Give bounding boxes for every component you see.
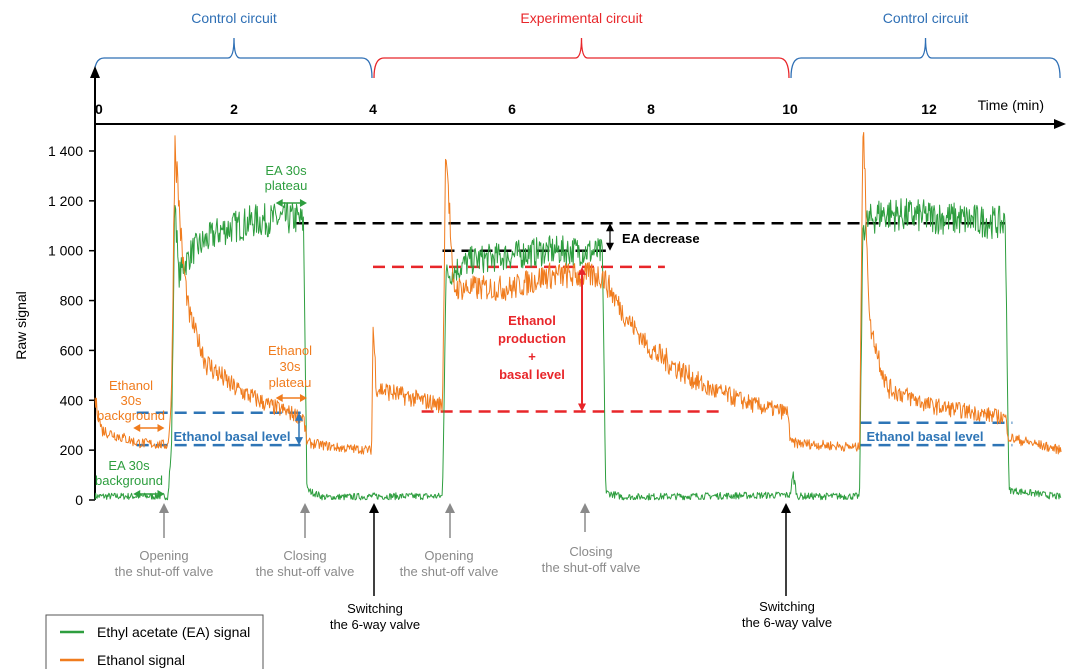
- opening-1-label-line-2: the shut-off valve: [115, 564, 214, 579]
- ethanol-plateau-arrow-head-right: [299, 394, 307, 402]
- circuit-label-1: Control circuit: [191, 10, 277, 26]
- y-tick-label: 1 000: [48, 243, 83, 259]
- opening-2-label-line-2: the shut-off valve: [400, 564, 499, 579]
- x-tick-label: 10: [782, 101, 798, 117]
- circuit-label-2: Experimental circuit: [520, 10, 642, 26]
- ea-plateau-label-line-2: plateau: [265, 178, 308, 193]
- closing-2-pointer-head: [580, 503, 590, 513]
- reference-lines: [136, 222, 1013, 447]
- ethanol-background-label-line-1: Ethanol: [109, 378, 153, 393]
- legend-label-2: Ethanol signal: [97, 652, 185, 668]
- ethanol-plateau-arrow-head-left: [275, 394, 283, 402]
- x-tick-label: 0: [95, 101, 103, 117]
- y-tick-label: 600: [60, 342, 84, 358]
- ethanol-background-label-line-3: background: [97, 408, 165, 423]
- ethanol-plateau-label-line-2: 30s: [280, 359, 301, 374]
- closing-1-pointer-head: [300, 503, 310, 513]
- y-axis-title: Raw signal: [13, 291, 29, 359]
- circuit-bracket-1: [93, 37, 373, 79]
- ethanol-plateau-label-line-1: Ethanol: [268, 343, 312, 358]
- x-axis-title: Time (min): [978, 97, 1044, 113]
- y-tick-label: 1 200: [48, 193, 83, 209]
- x-tick-label: 6: [508, 101, 516, 117]
- circuit-label-3: Control circuit: [883, 10, 969, 26]
- opening-2-pointer-head: [445, 503, 455, 513]
- y-tick-label: 800: [60, 293, 84, 309]
- ea-background-label-line-1: EA 30s: [108, 458, 150, 473]
- closing-2-label-line-2: the shut-off valve: [542, 560, 641, 575]
- circuit-brackets: Control circuit Experimental circuit Contr…: [93, 10, 1061, 79]
- ethanol-production-label-line-3: +: [528, 349, 536, 364]
- ea-decrease-label: EA decrease: [622, 231, 700, 246]
- switching-1-label-line-1: Switching: [347, 601, 403, 616]
- time-axis-arrow: [1054, 119, 1066, 129]
- legend-label-1: Ethyl acetate (EA) signal: [97, 624, 250, 640]
- switching-1-pointer-head: [369, 503, 379, 513]
- ethanol-plateau-label-line-3: plateau: [269, 375, 312, 390]
- ethanol-basal-level-label-2: Ethanol basal level: [866, 429, 983, 444]
- x-tick-label: 8: [647, 101, 655, 117]
- ea-decrease-arrow-head-top: [606, 223, 614, 232]
- ethanol-background-arrow-head-left: [133, 424, 141, 432]
- y-axis-arrow: [90, 66, 100, 78]
- y-tick-label: 0: [75, 492, 83, 508]
- switching-2-label-line-1: Switching: [759, 599, 815, 614]
- ea-plateau-arrow-head-left: [275, 199, 283, 207]
- circuit-bracket-3: [790, 37, 1061, 79]
- ea-background-arrow-head-left: [133, 490, 141, 498]
- ethanol-production-arrow-head-top: [578, 266, 586, 275]
- y-tick-label: 1 400: [48, 143, 83, 159]
- annotations: EA 30splateauEthanol30splateauEthanol30s…: [95, 163, 984, 632]
- x-tick-label: 12: [921, 101, 937, 117]
- series-line-ethanol: [94, 132, 1062, 455]
- ethanol-background-label-line-2: 30s: [121, 393, 142, 408]
- ethanol-basal-level-label: Ethanol basal level: [173, 429, 290, 444]
- ethanol-background-arrow-head-right: [157, 424, 165, 432]
- closing-1-label-line-1: Closing: [283, 548, 326, 563]
- legend-box: [45, 614, 264, 669]
- closing-1-label-line-2: the shut-off valve: [256, 564, 355, 579]
- switching-2-label-line-2: the 6-way valve: [742, 615, 832, 630]
- closing-2-label-line-1: Closing: [569, 544, 612, 559]
- series-line-ea: [94, 198, 1062, 501]
- x-tick-label: 4: [369, 101, 377, 117]
- circuit-bracket-2: [373, 37, 790, 79]
- ethanol-production-arrow-head-bottom: [578, 403, 586, 412]
- ea-background-label-line-2: background: [95, 473, 163, 488]
- ea-decrease-arrow-head-bottom: [606, 242, 614, 251]
- opening-1-label-line-1: Opening: [139, 548, 188, 563]
- y-tick-label: 400: [60, 392, 84, 408]
- ea-background-arrow-head-right: [157, 490, 165, 498]
- ea-plateau-arrow-head-right: [299, 199, 307, 207]
- ea-plateau-label-line-1: EA 30s: [265, 163, 307, 178]
- ethanol-basal-arrow-head-bottom: [295, 437, 303, 446]
- switching-2-pointer-head: [781, 503, 791, 513]
- ethanol-production-label-line-2: production: [498, 331, 566, 346]
- switching-1-label-line-2: the 6-way valve: [330, 617, 420, 632]
- series-lines: [94, 132, 1062, 501]
- ethanol-basal-arrow-head-top: [295, 412, 303, 421]
- axes: 0 2 4 6 8 10 12 Time (min) 0 200 400 600 800 1 000 1 2…: [13, 66, 1066, 508]
- ethanol-production-label-line-4: basal level: [499, 367, 565, 382]
- y-tick-label: 200: [60, 442, 84, 458]
- opening-2-label-line-1: Opening: [424, 548, 473, 563]
- legend: Ethyl acetate (EA) signal Ethanol signal: [45, 614, 264, 669]
- opening-1-pointer-head: [159, 503, 169, 513]
- ethanol-production-label-line-1: Ethanol: [508, 313, 556, 328]
- x-tick-label: 2: [230, 101, 238, 117]
